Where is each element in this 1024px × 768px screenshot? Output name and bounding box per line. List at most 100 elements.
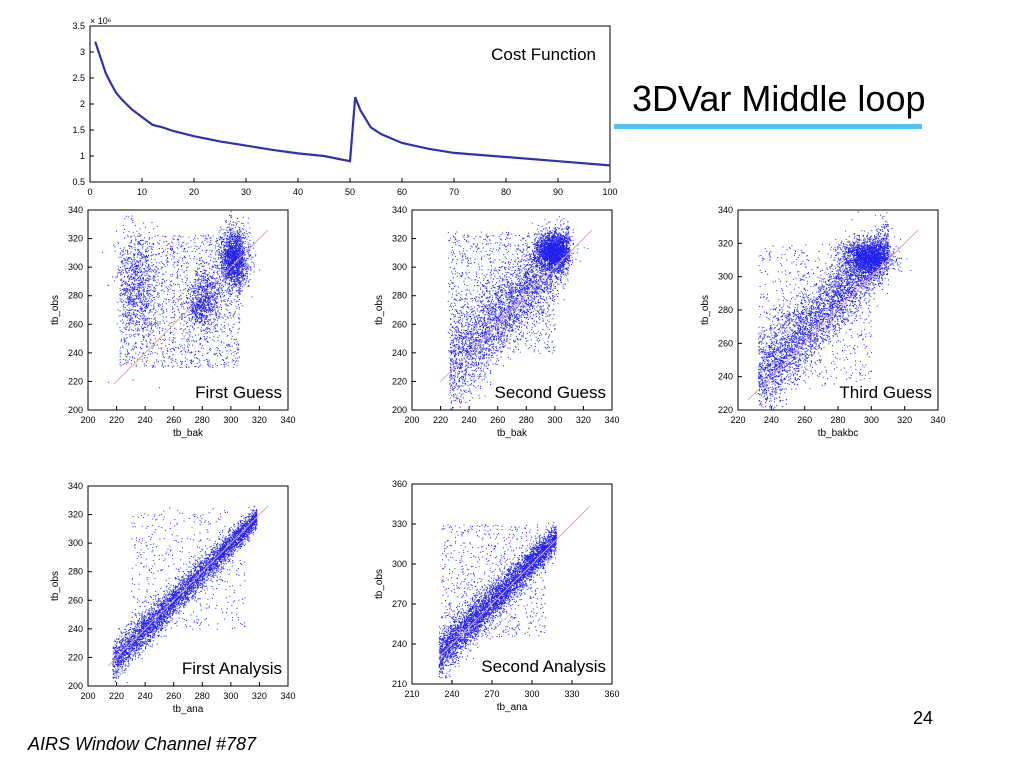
data-point — [142, 352, 144, 354]
data-point — [136, 265, 138, 267]
data-point — [139, 351, 141, 353]
data-point — [204, 320, 205, 322]
data-point — [235, 254, 237, 256]
data-point — [142, 335, 144, 337]
data-point — [122, 254, 124, 256]
data-point — [201, 319, 203, 321]
data-point — [125, 283, 127, 285]
data-point — [161, 279, 163, 280]
data-point — [218, 291, 220, 293]
data-point — [174, 327, 176, 329]
data-point — [174, 341, 176, 343]
data-point — [173, 365, 175, 367]
data-point — [227, 260, 229, 261]
data-point — [188, 311, 190, 313]
data-point — [213, 318, 215, 320]
data-point — [140, 269, 142, 271]
data-point — [241, 246, 243, 248]
data-point — [236, 237, 238, 239]
data-point — [231, 239, 233, 241]
data-point — [239, 356, 240, 358]
data-point — [126, 326, 128, 328]
data-point — [183, 329, 185, 331]
data-point — [204, 333, 206, 335]
data-point — [225, 251, 227, 252]
data-point — [235, 278, 237, 280]
data-point — [246, 278, 248, 280]
data-point — [136, 295, 138, 297]
data-point — [204, 330, 206, 331]
data-point — [235, 266, 237, 268]
data-point — [229, 294, 231, 296]
data-point — [200, 281, 202, 283]
data-point — [141, 265, 143, 267]
data-point — [205, 235, 207, 237]
data-point — [241, 245, 243, 247]
data-point — [216, 271, 218, 273]
data-point — [220, 354, 221, 356]
data-point — [213, 318, 215, 320]
data-point — [228, 262, 230, 264]
data-point — [227, 361, 229, 363]
data-point — [509, 283, 511, 285]
data-point — [133, 306, 135, 307]
data-point — [248, 249, 250, 251]
data-point — [239, 237, 241, 238]
data-point — [162, 362, 163, 364]
data-point — [243, 273, 244, 275]
data-point — [173, 301, 175, 303]
data-point — [200, 286, 202, 288]
data-point — [177, 283, 179, 285]
data-point — [127, 283, 129, 285]
data-point — [139, 242, 141, 244]
data-point — [153, 335, 155, 336]
data-point — [183, 249, 185, 251]
data-point — [234, 247, 236, 248]
data-point — [210, 237, 212, 238]
data-point — [233, 265, 235, 267]
x-tick-label: 320 — [576, 415, 591, 425]
data-point — [229, 277, 231, 279]
data-point — [158, 332, 160, 334]
data-point — [142, 330, 144, 332]
data-point — [183, 303, 185, 305]
data-point — [122, 289, 124, 290]
data-point — [227, 231, 229, 233]
data-point — [135, 289, 137, 290]
data-point — [210, 311, 212, 313]
data-point — [225, 260, 227, 262]
data-point — [153, 319, 155, 321]
data-point — [152, 300, 154, 302]
x-tick-label: 60 — [397, 187, 407, 197]
data-point — [212, 235, 214, 237]
data-point — [182, 260, 184, 262]
data-point — [183, 338, 185, 340]
data-point — [134, 286, 136, 288]
data-point — [148, 317, 150, 319]
data-point — [209, 280, 211, 282]
data-point — [201, 317, 203, 319]
data-point — [165, 316, 167, 318]
data-point — [194, 366, 196, 367]
data-point — [196, 357, 197, 359]
data-point — [216, 289, 218, 291]
data-point — [206, 309, 208, 311]
data-point — [223, 326, 225, 328]
data-point — [146, 251, 148, 252]
data-point — [218, 254, 220, 256]
data-point — [231, 254, 233, 256]
data-point — [234, 350, 236, 352]
data-point — [233, 339, 235, 340]
data-point — [236, 270, 238, 272]
data-point — [217, 325, 218, 327]
data-point — [199, 310, 201, 312]
data-point — [126, 290, 128, 292]
data-point — [202, 348, 204, 350]
data-point — [226, 243, 228, 245]
data-point — [120, 274, 122, 276]
data-point — [239, 261, 241, 263]
data-point — [122, 305, 124, 307]
data-point — [226, 275, 228, 277]
data-point — [143, 321, 145, 323]
data-point — [190, 359, 192, 361]
